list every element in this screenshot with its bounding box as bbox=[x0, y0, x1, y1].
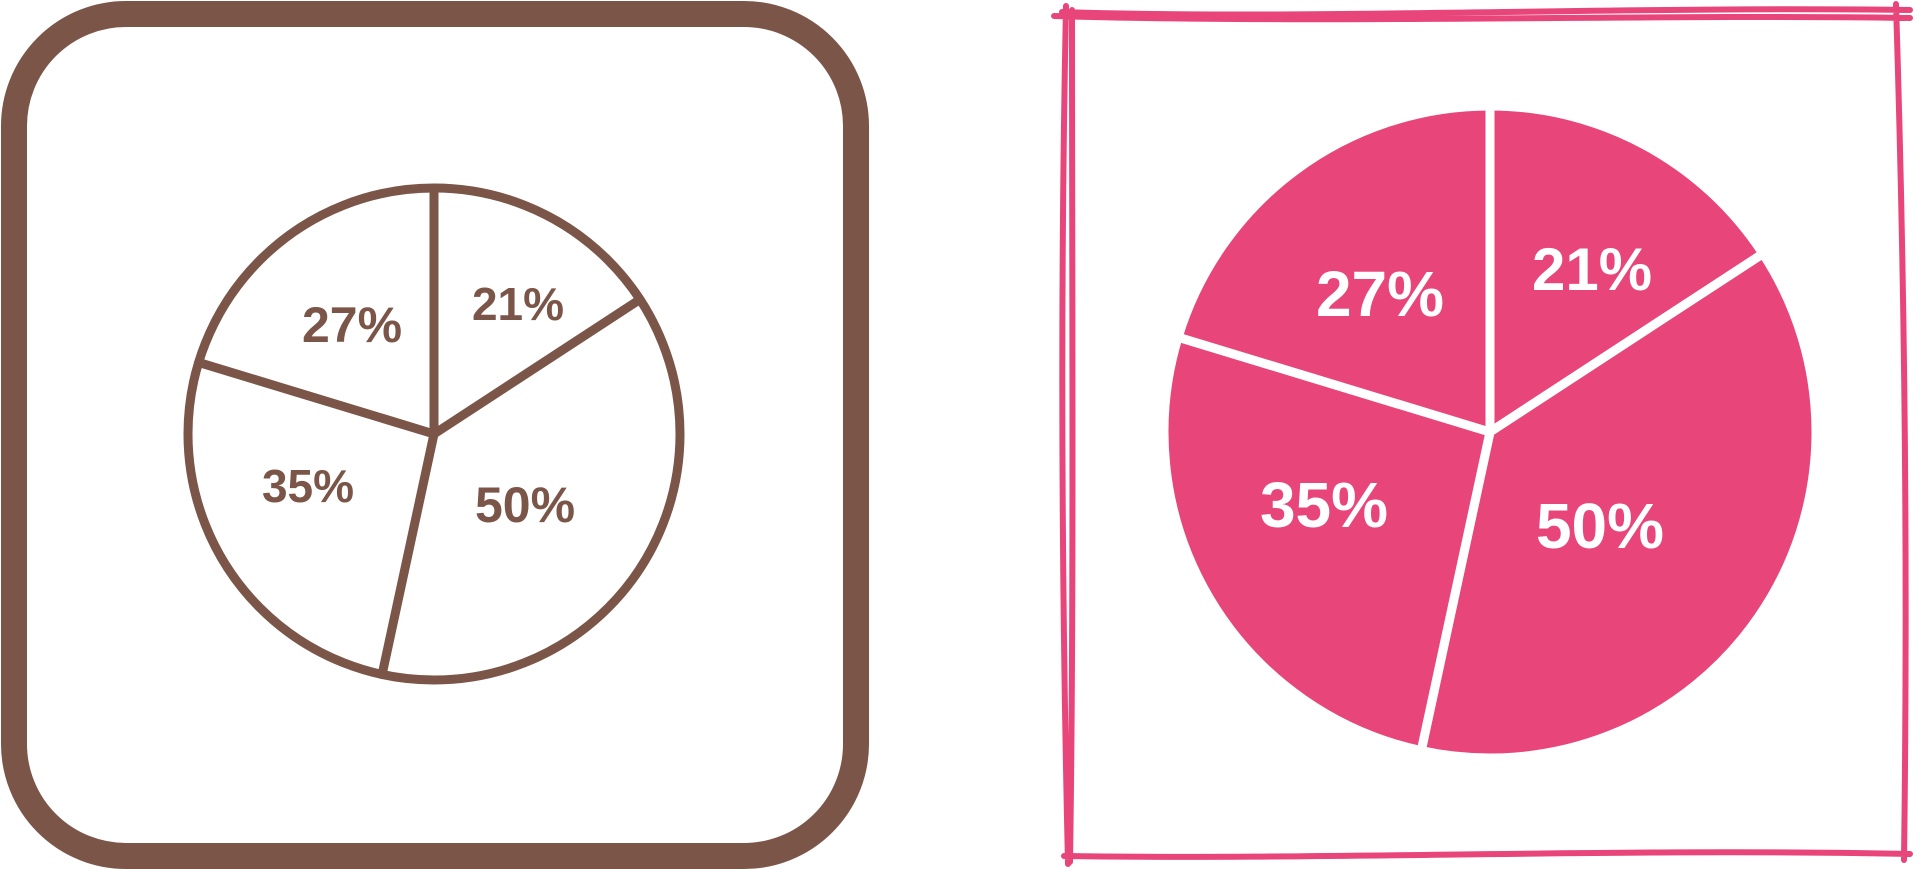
pie-slice-dividers bbox=[194, 183, 645, 679]
slice-divider-50 bbox=[429, 294, 645, 439]
slice-label-35: 35% bbox=[262, 460, 354, 512]
rounded-square-frame bbox=[1, 1, 869, 869]
pie-slice-35 bbox=[1159, 332, 1495, 756]
slice-label-21: 21% bbox=[472, 278, 564, 330]
slice-label-27: 27% bbox=[302, 297, 402, 353]
slice-label-50: 50% bbox=[475, 477, 575, 533]
slice-label-35-filled: 35% bbox=[1260, 469, 1388, 541]
slice-label-27-filled: 27% bbox=[1316, 258, 1444, 330]
pie-slice-21 bbox=[1485, 101, 1768, 437]
pie-filled-slices bbox=[1159, 101, 1821, 763]
slice-divider-27 bbox=[194, 357, 439, 439]
pie-chart-filled-icon: 21% 50% 35% 27% bbox=[1051, 1, 1913, 867]
pie-slice-labels: 21% 50% 35% 27% bbox=[262, 278, 575, 533]
pie-slice-27 bbox=[1173, 101, 1495, 437]
slice-label-50-filled: 50% bbox=[1536, 490, 1664, 562]
pie-slice-50 bbox=[1416, 249, 1821, 763]
slice-label-21-filled: 21% bbox=[1532, 236, 1652, 303]
pie-slice-labels-filled: 21% 50% 35% 27% bbox=[1260, 236, 1664, 562]
slice-divider-35 bbox=[377, 429, 439, 679]
sketch-square-frame bbox=[1051, 1, 1913, 867]
pie-chart-outline-icon: 21% 50% 35% 27% bbox=[1, 1, 869, 869]
